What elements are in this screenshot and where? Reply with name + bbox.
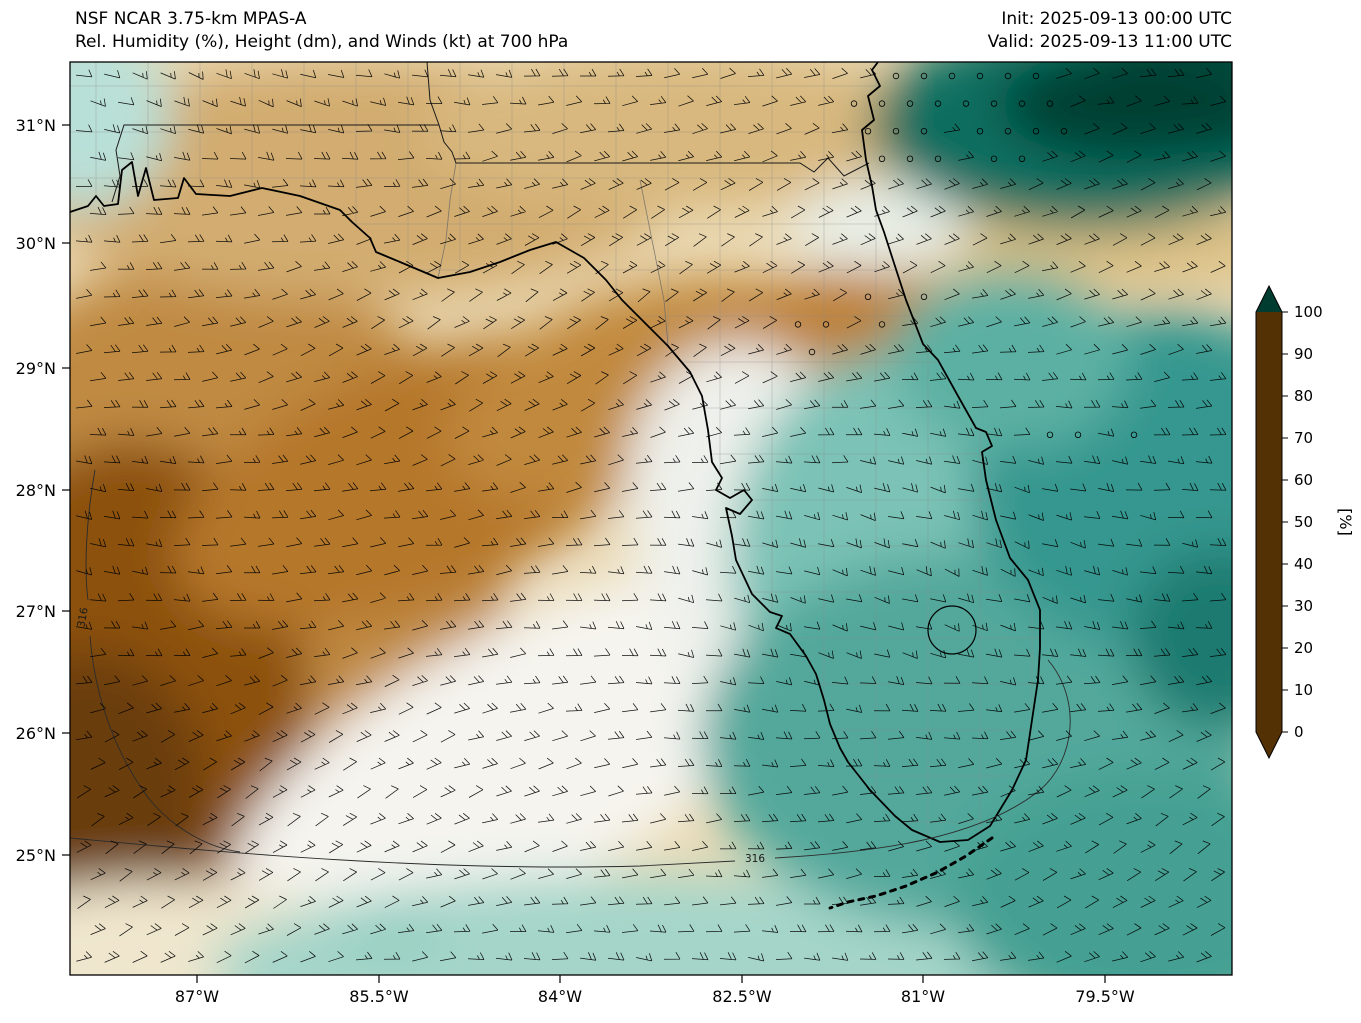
contour-label-316: 316 xyxy=(75,606,90,628)
x-axis: 87°W 85.5°W 84°W 82.5°W 81°W 79.5°W xyxy=(175,975,1135,1006)
wind-barbs xyxy=(75,67,1227,964)
calm-wind-circle xyxy=(808,348,816,356)
colorbar-tick-label: 80 xyxy=(1294,387,1313,405)
wind-barbs-layer xyxy=(75,67,1227,964)
calm-wind-circle xyxy=(1018,100,1026,107)
calm-wind-circle xyxy=(878,155,886,162)
colorbar-tick-label: 20 xyxy=(1294,639,1313,657)
calm-wind-circle xyxy=(1060,127,1068,135)
y-tick-label: 29°N xyxy=(16,359,56,378)
calm-wind-circle xyxy=(1046,100,1054,107)
y-axis: 31°N 30°N 29°N 28°N 27°N 26°N 25°N xyxy=(16,116,70,865)
colorbar-tick-label: 90 xyxy=(1294,345,1313,363)
calm-wind-circle xyxy=(962,100,970,107)
colorbar-tick-label: 70 xyxy=(1294,429,1313,447)
colorbar-tick-label: 30 xyxy=(1294,597,1313,615)
calm-wind-circle xyxy=(1018,155,1026,162)
calm-wind-circle xyxy=(850,100,858,107)
calm-wind-circle xyxy=(1004,127,1012,135)
calm-wind-circle xyxy=(878,100,886,107)
calm-wind-circle xyxy=(892,127,900,135)
y-tick-label: 27°N xyxy=(16,602,56,621)
model-title: NSF NCAR 3.75-km MPAS-A xyxy=(75,9,307,29)
x-tick-label: 87°W xyxy=(175,987,219,1006)
calm-wind-circle xyxy=(1130,431,1138,438)
init-time: Init: 2025-09-13 00:00 UTC xyxy=(1001,9,1232,29)
calm-wind-circle xyxy=(920,293,928,300)
plot-border xyxy=(69,61,1233,976)
calm-wind-circle xyxy=(948,72,956,80)
lake-okeechobee-outline xyxy=(927,605,977,655)
y-tick-label: 25°N xyxy=(16,846,56,865)
calm-wind-circle xyxy=(976,72,984,80)
x-tick-label: 82.5°W xyxy=(712,987,772,1006)
x-tick-label: 85.5°W xyxy=(349,987,409,1006)
calm-wind-circle xyxy=(920,127,928,135)
calm-wind-circle xyxy=(1046,431,1054,438)
coastline xyxy=(70,62,1041,843)
colorbar: 0 10 20 30 40 50 60 70 80 90 100 [%] xyxy=(1255,284,1355,760)
calm-wind-circle xyxy=(920,72,928,80)
calm-wind-circle xyxy=(878,321,886,328)
calm-wind-circle xyxy=(1074,431,1082,438)
colorbar-label: [%] xyxy=(1336,508,1355,536)
height-contour-316-west xyxy=(85,469,241,853)
x-tick-label: 84°W xyxy=(538,987,582,1006)
calm-wind-circle xyxy=(934,100,942,107)
colorbar-gradient xyxy=(1256,312,1282,732)
valid-time: Valid: 2025-09-13 11:00 UTC xyxy=(988,32,1232,52)
y-tick-label: 26°N xyxy=(16,724,56,743)
calm-wind-circle xyxy=(906,100,914,107)
calm-wind-circle xyxy=(990,155,998,162)
colorbar-tick-label: 100 xyxy=(1294,303,1323,321)
colorbar-tick-label: 40 xyxy=(1294,555,1313,573)
calm-wind-circle xyxy=(864,293,872,300)
humidity-shading xyxy=(70,62,1232,975)
colorbar-tick-label: 60 xyxy=(1294,471,1313,489)
calm-wind-circle xyxy=(794,321,802,328)
colorbar-extend-top xyxy=(1256,286,1282,312)
calm-wind-circle xyxy=(1032,127,1040,135)
x-tick-label: 81°W xyxy=(901,987,945,1006)
calm-wind-circle xyxy=(822,321,830,328)
florida-keys-chain xyxy=(828,836,994,910)
calm-wind-circle xyxy=(864,127,872,135)
y-tick-label: 28°N xyxy=(16,481,56,500)
contour-label-316: 316 xyxy=(745,853,765,865)
calm-wind-circle xyxy=(1032,72,1040,80)
height-contour-316-south xyxy=(70,659,1071,868)
calm-wind-circle xyxy=(976,127,984,135)
calm-wind-circle xyxy=(1004,72,1012,80)
y-tick-label: 31°N xyxy=(16,116,56,135)
calm-wind-circle xyxy=(934,155,942,162)
colorbar-extend-bottom xyxy=(1256,732,1282,758)
calm-wind-circle xyxy=(906,155,914,162)
colorbar-ticks: 0 10 20 30 40 50 60 70 80 90 100 xyxy=(1282,303,1323,741)
colorbar-tick-label: 10 xyxy=(1294,681,1313,699)
state-borders xyxy=(111,62,870,203)
y-tick-label: 30°N xyxy=(16,234,56,253)
colorbar-tick-label: 50 xyxy=(1294,513,1313,531)
calm-wind-circle xyxy=(990,100,998,107)
colorbar-tick-label: 0 xyxy=(1294,723,1304,741)
x-tick-label: 79.5°W xyxy=(1075,987,1135,1006)
product-title: Rel. Humidity (%), Height (dm), and Wind… xyxy=(75,32,568,52)
calm-wind-circle xyxy=(892,72,900,80)
